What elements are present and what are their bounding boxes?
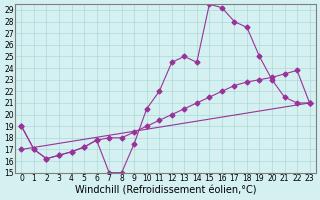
X-axis label: Windchill (Refroidissement éolien,°C): Windchill (Refroidissement éolien,°C) (75, 186, 256, 196)
